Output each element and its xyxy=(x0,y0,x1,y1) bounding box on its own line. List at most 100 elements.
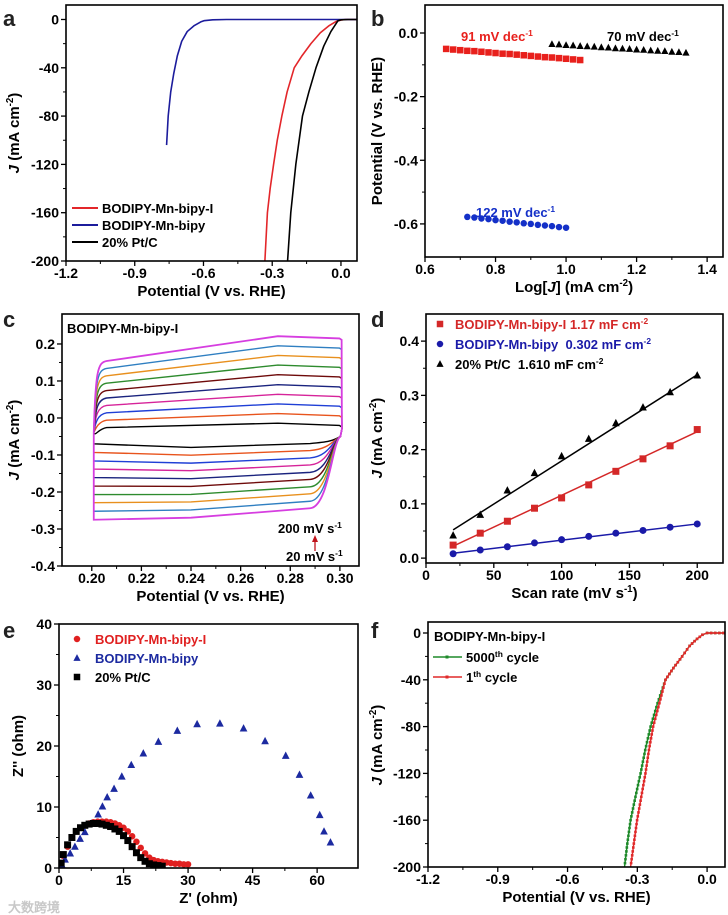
data-point xyxy=(661,47,669,55)
text-segment: 20 mV s xyxy=(286,549,335,564)
data-point xyxy=(648,729,651,732)
data-point xyxy=(629,861,633,865)
data-point xyxy=(647,46,655,54)
text-segment: BODIPY-Mn-bipy-I 1.17 mF cm xyxy=(455,317,641,332)
data-point xyxy=(476,510,485,518)
data-point xyxy=(633,799,636,802)
data-point xyxy=(503,517,511,525)
data-point xyxy=(548,222,556,230)
data-point xyxy=(576,56,584,64)
y-axis-title: Potential (V vs. RHE) xyxy=(369,57,386,205)
data-point xyxy=(642,783,645,787)
y-tick-label: -120 xyxy=(393,765,421,781)
data-point xyxy=(650,721,654,724)
y-tick-label: 20 xyxy=(36,738,52,754)
panel-a: a -1.2 -0.9 -0.6 -0.3 0.0 0 -40 -80 -120 -160 -200 P… xyxy=(3,4,358,300)
data-point xyxy=(639,403,647,411)
data-point xyxy=(632,803,636,806)
data-point xyxy=(656,701,659,705)
text-segment: J xyxy=(6,164,23,173)
x-tick-label: 0.28 xyxy=(277,570,304,586)
data-point xyxy=(315,810,324,819)
data-point xyxy=(94,819,102,827)
data-point xyxy=(534,53,542,60)
data-point xyxy=(631,850,635,853)
y-tick-label: -40 xyxy=(39,60,59,76)
data-point xyxy=(653,717,657,721)
superscript-text: -2 xyxy=(5,97,16,106)
superscript-text: -1 xyxy=(671,28,679,38)
data-point xyxy=(464,213,471,221)
data-point xyxy=(680,655,684,658)
data-point xyxy=(111,825,119,833)
data-point xyxy=(626,842,629,845)
data-point xyxy=(80,827,89,836)
series-1 xyxy=(165,18,357,146)
data-point xyxy=(634,830,637,834)
y-tick-label: 0.2 xyxy=(36,336,56,352)
data-point xyxy=(693,639,696,643)
legend-marker xyxy=(436,360,444,367)
data-point xyxy=(261,736,269,745)
data-point xyxy=(705,631,709,635)
data-point xyxy=(158,862,166,868)
superscript-text: -2 xyxy=(368,402,379,411)
data-point xyxy=(128,843,136,851)
plot-area xyxy=(165,18,357,261)
text-segment: 1 xyxy=(466,670,473,685)
data-point xyxy=(630,811,634,814)
x-axis-title: Log[J] (mA cm-2) xyxy=(515,278,633,296)
y-tick-label: 0 xyxy=(51,11,59,27)
data-point xyxy=(643,775,647,779)
panel-letter: b xyxy=(371,6,384,31)
y-tick-label: -160 xyxy=(393,812,421,828)
y-axis-title: Z'' (ohm) xyxy=(10,715,27,777)
axes: 0 50 100 150 200 0.0 0.1 0.2 0.3 0.4 Scan rate (mV… xyxy=(368,333,709,602)
annotation: 200 mV s-1 xyxy=(278,520,342,536)
text-segment: 70 mV dec xyxy=(607,29,671,44)
legend-label: BODIPY-Mn-bipy-I xyxy=(102,201,213,216)
data-point xyxy=(666,442,674,450)
data-point xyxy=(150,861,158,868)
data-point xyxy=(646,736,650,740)
data-point xyxy=(471,47,478,55)
data-point xyxy=(651,717,655,721)
data-point xyxy=(612,418,620,427)
x-tick-label: 150 xyxy=(618,567,642,583)
axes: -1.2 -0.9 -0.6 -0.3 0.0 0 -40 -80 -120 -160 -200 Po… xyxy=(368,625,717,906)
data-point xyxy=(633,838,636,841)
data-point xyxy=(499,217,506,224)
data-point xyxy=(604,43,612,51)
text-segment: J xyxy=(6,471,23,480)
x-tick-label: 15 xyxy=(116,872,132,888)
series-line xyxy=(165,18,357,146)
data-point xyxy=(485,215,492,223)
legend-marker xyxy=(73,635,81,643)
data-point xyxy=(94,810,102,818)
y-tick-label: -200 xyxy=(31,253,59,269)
data-point xyxy=(672,666,675,670)
data-point xyxy=(89,819,97,827)
x-tick-label: 60 xyxy=(309,872,325,888)
axes: -1.2 -0.9 -0.6 -0.3 0.0 0 -40 -80 -120 -160 -200 Po… xyxy=(5,11,351,300)
text-segment: Z'' (ohm) xyxy=(10,715,27,777)
x-tick-label: 0.22 xyxy=(128,570,155,586)
text-segment: ) xyxy=(6,400,23,405)
data-point xyxy=(569,56,577,63)
annotation: 122 mV dec-1 xyxy=(476,204,555,220)
data-point xyxy=(646,756,650,760)
data-point xyxy=(645,764,648,767)
text-segment: ) xyxy=(628,279,633,296)
y-tick-label: -0.6 xyxy=(394,216,418,232)
y-tick-label: 0.1 xyxy=(36,373,56,389)
data-point xyxy=(651,725,655,728)
data-point xyxy=(76,834,84,842)
legend-marker xyxy=(436,340,444,348)
data-point xyxy=(503,543,511,551)
data-point xyxy=(722,631,725,635)
x-axis-title: Potential (V vs. RHE) xyxy=(502,889,650,906)
legend-label: 1th cycle xyxy=(466,669,517,685)
y-axis-title: J (mA cm-2) xyxy=(5,400,23,481)
text-segment: Z' (ohm) xyxy=(179,890,238,907)
data-point xyxy=(154,862,162,868)
